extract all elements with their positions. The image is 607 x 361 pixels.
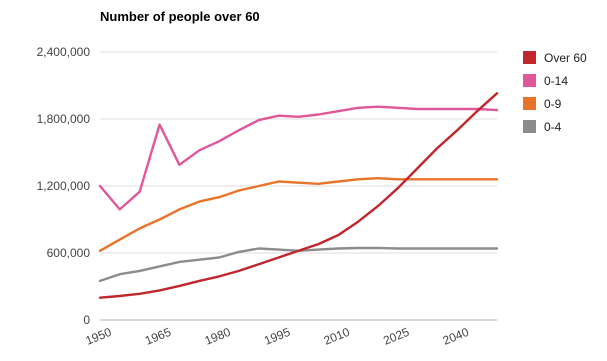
y-tick-label: 2,400,000 [37, 45, 91, 59]
x-tick-label: 1980 [203, 325, 233, 348]
legend-swatch-0-9 [523, 97, 536, 110]
x-tick-label: 2010 [322, 325, 352, 348]
axis-layer: 0 600,000 1,200,000 1,800,000 2,400,000 1950 1… [37, 45, 471, 348]
y-tick-label: 0 [83, 313, 90, 327]
series-line-0-14 [98, 105, 499, 211]
legend-swatch-0-4 [523, 120, 536, 133]
series-line-0-9 [98, 176, 499, 253]
x-tick-label: 1950 [83, 325, 113, 348]
legend-swatch-over-60 [523, 51, 536, 64]
legend-label-0-9: 0-9 [544, 97, 562, 111]
legend-label-0-14: 0-14 [544, 74, 568, 88]
y-tick-label: 1,200,000 [37, 179, 91, 193]
series-line-over-60 [98, 92, 499, 299]
grid-layer [100, 51, 497, 321]
legend-label-over-60: Over 60 [544, 51, 587, 65]
x-tick-label: 2025 [381, 325, 411, 348]
legend-swatch-0-14 [523, 74, 536, 87]
legend-label-0-4: 0-4 [544, 120, 562, 134]
x-tick-label: 2040 [441, 325, 471, 348]
chart-title: Number of people over 60 [100, 9, 260, 24]
y-tick-label: 600,000 [47, 246, 91, 260]
series-layer [98, 92, 499, 299]
legend: Over 60 0-14 0-9 0-4 [523, 51, 587, 134]
y-tick-label: 1,800,000 [37, 112, 91, 126]
x-tick-label: 1995 [262, 325, 292, 348]
x-tick-label: 1965 [143, 325, 173, 348]
